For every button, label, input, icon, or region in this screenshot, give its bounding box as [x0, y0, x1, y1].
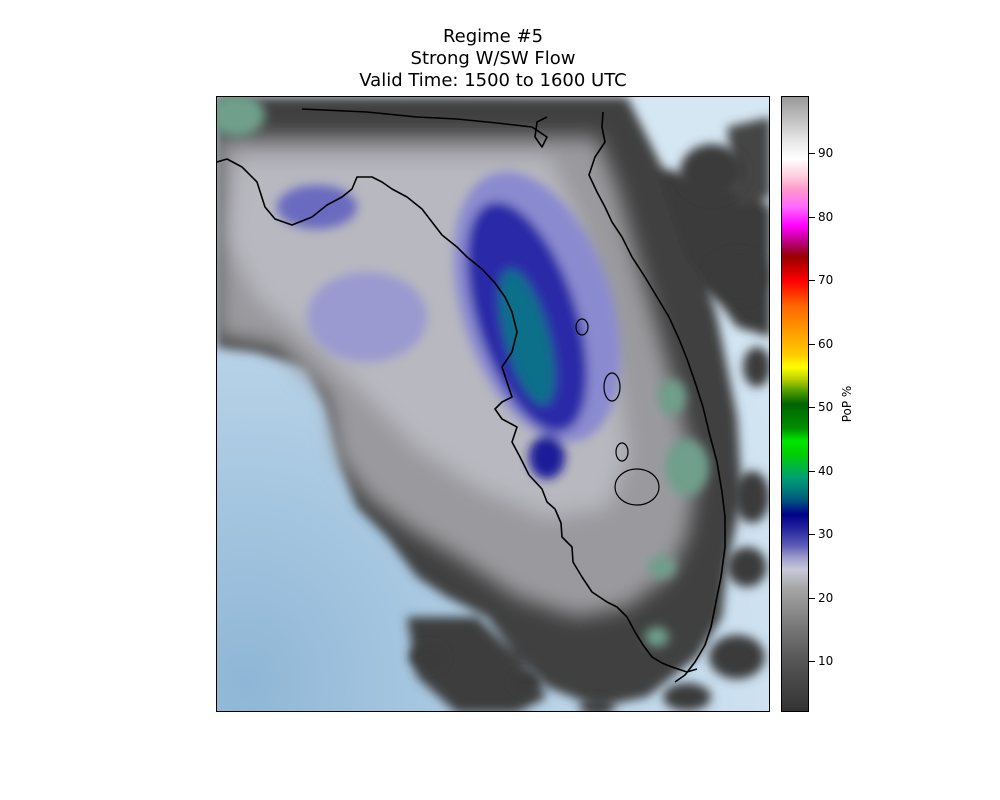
coastline	[217, 108, 726, 683]
title-valid-time: Valid Time: 1500 to 1600 UTC	[359, 70, 627, 91]
colorbar-tick-mark	[809, 216, 815, 218]
colorbar-tick-mark	[809, 153, 815, 155]
map-panel[interactable]	[216, 96, 770, 712]
colorbar-tick-label: 30	[818, 527, 834, 542]
colorbar-tick-mark	[809, 534, 815, 536]
colorbar-tick-label: 10	[818, 654, 834, 669]
lakes	[575, 318, 660, 506]
pop-field-blue	[277, 171, 621, 479]
colorbar-tick-mark	[809, 343, 815, 345]
chart-title: Regime #5 Strong W/SW Flow Valid Time: 1…	[216, 26, 770, 92]
offshore-cells	[409, 144, 769, 711]
colorbar-tick-label: 20	[818, 590, 834, 605]
colorbar-tick-mark	[809, 597, 815, 599]
colorbar-tick-label: 40	[818, 463, 834, 478]
colorbar-tick-mark	[809, 407, 815, 409]
colorbar-tick-mark	[809, 280, 815, 282]
colorbar	[781, 96, 809, 712]
colorbar-tick-mark	[809, 470, 815, 472]
colorbar-tick-label: 50	[818, 400, 834, 415]
colorbar-tick-label: 90	[818, 146, 834, 161]
colorbar-label: PoP %	[840, 385, 854, 423]
pop-field-green	[217, 97, 709, 647]
colorbar-tick-label: 80	[818, 209, 834, 224]
title-regime: Regime #5	[442, 26, 544, 47]
title-flow: Strong W/SW Flow	[410, 48, 576, 69]
colorbar-tick-label: 70	[818, 273, 834, 288]
colorbar-tick-label: 60	[818, 336, 834, 351]
colorbar-tick-mark	[809, 661, 815, 663]
florida-pop-map	[217, 97, 769, 711]
